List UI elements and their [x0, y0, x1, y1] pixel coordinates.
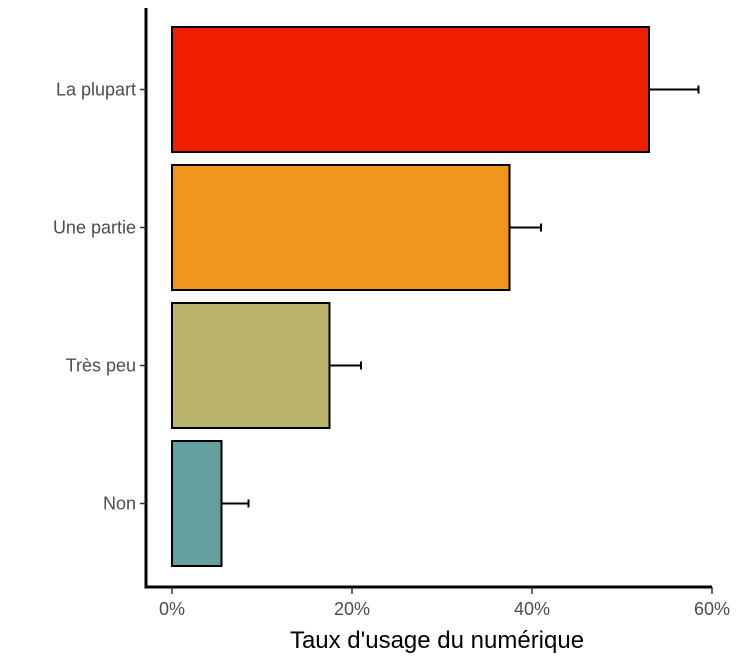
- x-tick-label-20: 20%: [334, 599, 370, 619]
- x-tick-label-0: 0%: [159, 599, 185, 619]
- bar-une-partie: [171, 164, 511, 291]
- ticks-layer: La plupart Une partie Très peu Non 0% 20% 40% 6…: [53, 80, 730, 620]
- axes-layer: [144, 8, 712, 589]
- bars-layer: [171, 26, 650, 567]
- bar-tres-peu: [171, 302, 331, 429]
- y-tick-label-non: Non: [103, 494, 136, 514]
- x-tick-label-60: 60%: [694, 599, 730, 619]
- y-tick-label-tres-peu: Très peu: [66, 356, 136, 376]
- bar-non: [171, 440, 223, 567]
- x-axis-title: Taux d'usage du numérique: [290, 627, 584, 654]
- bar-la-plupart: [171, 26, 650, 153]
- x-tick-label-40: 40%: [514, 599, 550, 619]
- y-tick-label-la-plupart: La plupart: [56, 80, 136, 100]
- y-tick-label-une-partie: Une partie: [53, 218, 136, 238]
- error-bars-layer: [221, 85, 700, 508]
